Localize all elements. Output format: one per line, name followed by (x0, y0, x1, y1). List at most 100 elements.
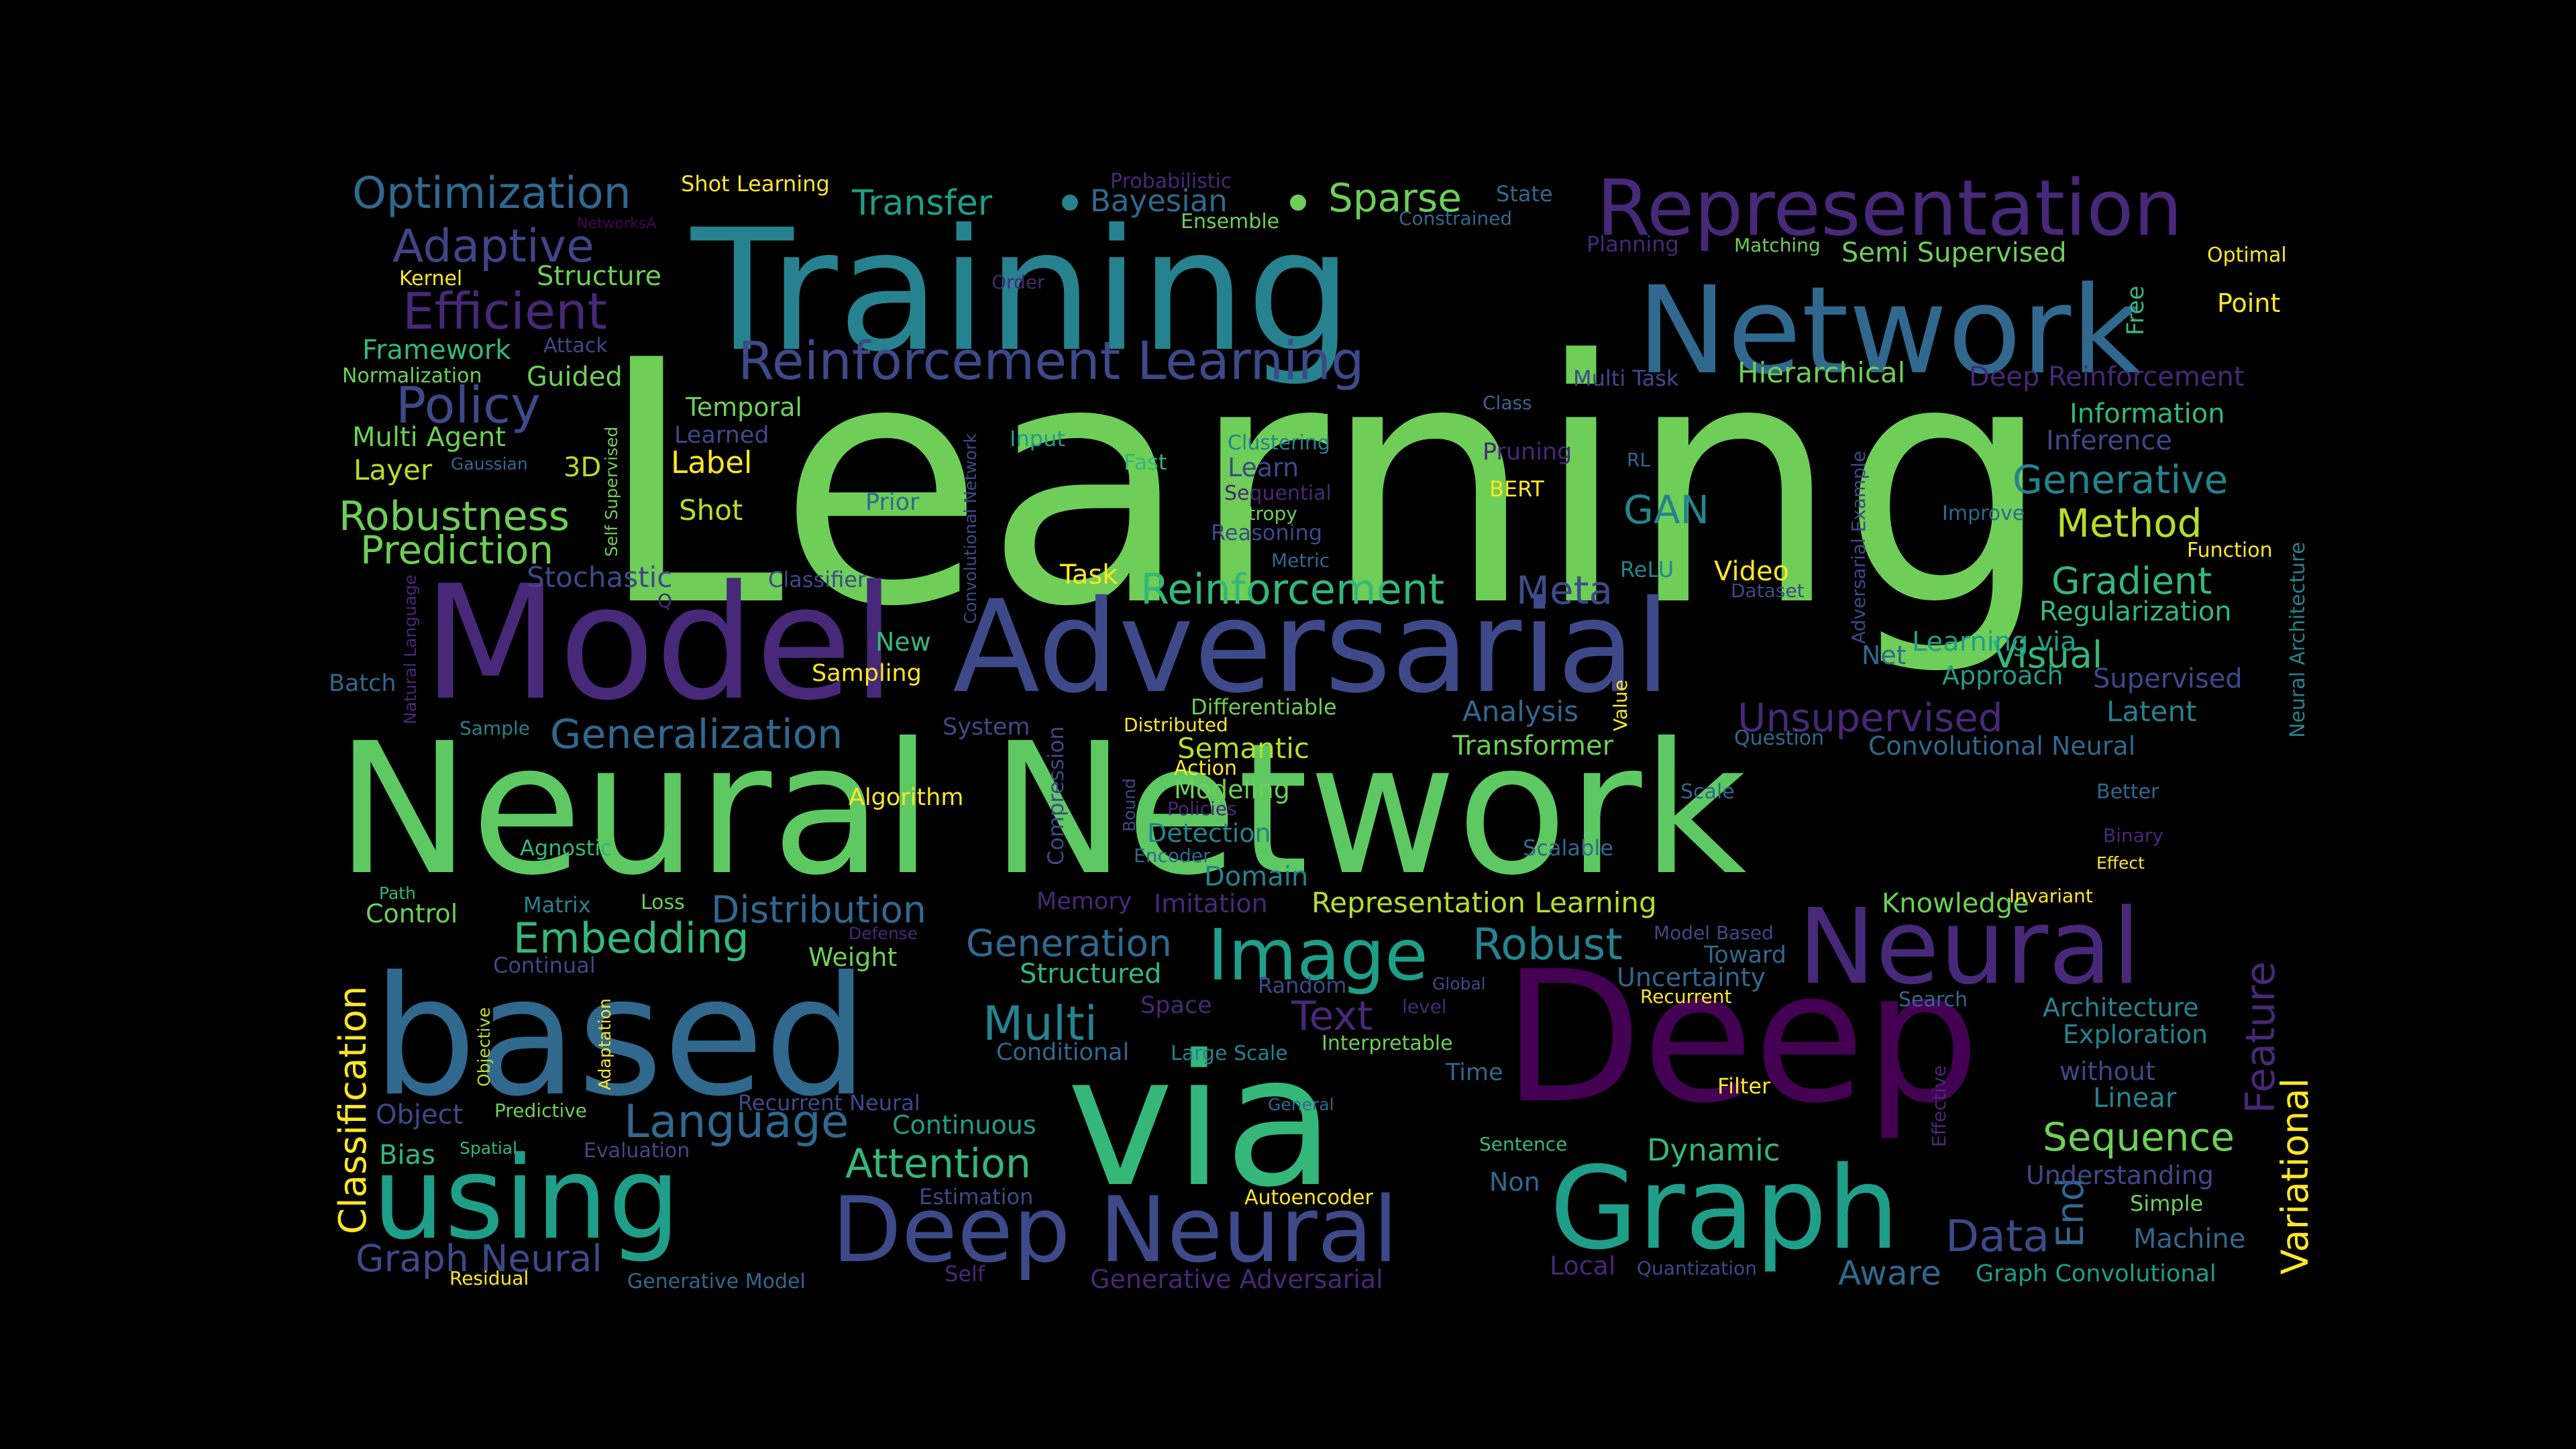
word-global: Global (1432, 974, 1486, 994)
word-temporal: Temporal (685, 392, 802, 422)
word-image: Image (1208, 914, 1428, 996)
word-policy: Policy (396, 376, 541, 435)
word-quantization: Quantization (1637, 1257, 1757, 1279)
word-residual: Residual (449, 1267, 529, 1289)
word-point: Point (2217, 288, 2280, 318)
word-q: Q (657, 590, 672, 612)
word-fast: Fast (1124, 449, 1167, 475)
word-transfer: Transfer (851, 183, 993, 223)
word-value: Value (1609, 680, 1631, 731)
word-sparse: Sparse (1328, 175, 1462, 221)
word-exploration: Exploration (2063, 1020, 2208, 1049)
word-neural-architecture: Neural Architecture (2286, 542, 2310, 738)
word-learning: Learning (597, 289, 2053, 680)
word-learn: Learn (1228, 453, 1299, 482)
word-latent: Latent (2106, 695, 2197, 728)
word-variational: Variational (2273, 1078, 2316, 1275)
word-semi-supervised: Semi Supervised (1841, 237, 2067, 268)
word-pruning: Pruning (1483, 439, 1572, 466)
word-state: State (1496, 181, 1553, 207)
word-shot-learning: Shot Learning (681, 171, 830, 197)
word-robustness: Robustness (339, 493, 570, 540)
word-differentiable: Differentiable (1191, 694, 1337, 720)
word-learning-via: Learning via (1912, 627, 2077, 657)
word-time: Time (1445, 1059, 1503, 1086)
word-robust: Robust (1472, 920, 1623, 970)
word-memory: Memory (1036, 888, 1132, 915)
word-graph-convolutional: Graph Convolutional (1976, 1260, 2216, 1287)
word-bias: Bias (379, 1140, 435, 1171)
word-optimal: Optimal (2207, 244, 2287, 267)
word-inference: Inference (2046, 425, 2172, 456)
word-question: Question (1734, 727, 1824, 750)
word-random: Random (1258, 973, 1346, 998)
word-general: General (1268, 1095, 1334, 1114)
word-optimization: Optimization (352, 168, 631, 219)
word-rl: RL (1627, 449, 1650, 471)
word-structure: Structure (537, 261, 661, 292)
word-continuous: Continuous (892, 1110, 1036, 1140)
word-large-scale: Large Scale (1171, 1042, 1288, 1065)
word-knowledge: Knowledge (1882, 888, 2029, 919)
word-local: Local (1550, 1251, 1616, 1281)
word-objective: Objective (474, 1007, 494, 1087)
word-representation-learning: Representation Learning (1311, 886, 1657, 919)
word-framework: Framework (362, 335, 511, 366)
word-multi-task: Multi Task (1573, 366, 1679, 391)
word-convolutional-neural: Convolutional Neural (1868, 731, 2135, 761)
word-prior: Prior (865, 489, 920, 516)
word-reasoning: Reasoning (1211, 520, 1322, 545)
word-bert: BERT (1489, 476, 1544, 502)
word-data: Data (1945, 1212, 2049, 1262)
word-graph: Graph (1550, 1142, 1899, 1275)
word-task: Task (1059, 559, 1118, 590)
word-continual: Continual (493, 953, 596, 978)
word-multi-agent: Multi Agent (352, 422, 506, 453)
word-metric: Metric (1271, 549, 1330, 572)
word-better: Better (2096, 780, 2159, 804)
word-domain: Domain (1204, 861, 1308, 892)
word-text: Text (1291, 993, 1373, 1040)
word-recurrent: Recurrent (1640, 985, 1731, 1008)
word-adversarial-example: Adversarial Example (1847, 451, 1870, 644)
word-natural-language: Natural Language (400, 574, 420, 724)
word-matching: Matching (1734, 234, 1821, 256)
word-sample: Sample (460, 717, 530, 739)
word-model-based: Model Based (1654, 922, 1774, 944)
word-distribution: Distribution (711, 888, 926, 931)
decorative-dot (1290, 195, 1306, 211)
word-machine: Machine (2133, 1224, 2245, 1254)
word-gaussian: Gaussian (451, 454, 528, 474)
word-entropy: Entropy (1224, 502, 1297, 525)
word-estimation: Estimation (919, 1184, 1033, 1210)
word-weight: Weight (808, 943, 897, 972)
word-toward: Toward (1703, 942, 1786, 969)
word-end: End (2049, 1177, 2092, 1248)
word-generalization: Generalization (550, 711, 843, 758)
word-interpretable: Interpretable (1322, 1032, 1453, 1055)
word-net: Net (1862, 641, 1907, 670)
word-recurrent-neural: Recurrent Neural (738, 1090, 920, 1116)
word-without: without (2059, 1057, 2155, 1086)
word-conditional: Conditional (996, 1039, 1129, 1066)
decorative-dot (1062, 195, 1078, 211)
word-system: System (943, 714, 1030, 741)
word-approach: Approach (1942, 661, 2063, 690)
word-deep: Deep (1503, 932, 1980, 1143)
word-adaptation: Adaptation (595, 998, 614, 1090)
word-kernel: Kernel (399, 267, 462, 290)
word-constrained: Constrained (1399, 207, 1512, 229)
word-via: via (1067, 1016, 1335, 1227)
word-neural: Neural (1798, 886, 2141, 1008)
word-language: Language (624, 1095, 849, 1148)
word-gradient: Gradient (2051, 559, 2212, 602)
word-non: Non (1489, 1167, 1540, 1197)
word-detection: Detection (1147, 818, 1271, 848)
word-graph-neural: Graph Neural (356, 1237, 602, 1280)
word-feature: Feature (2237, 961, 2284, 1114)
word-3d: 3D (564, 452, 601, 483)
word-shot: Shot (679, 494, 743, 527)
word-scalable: Scalable (1523, 835, 1613, 861)
word-linear: Linear (2093, 1083, 2177, 1114)
